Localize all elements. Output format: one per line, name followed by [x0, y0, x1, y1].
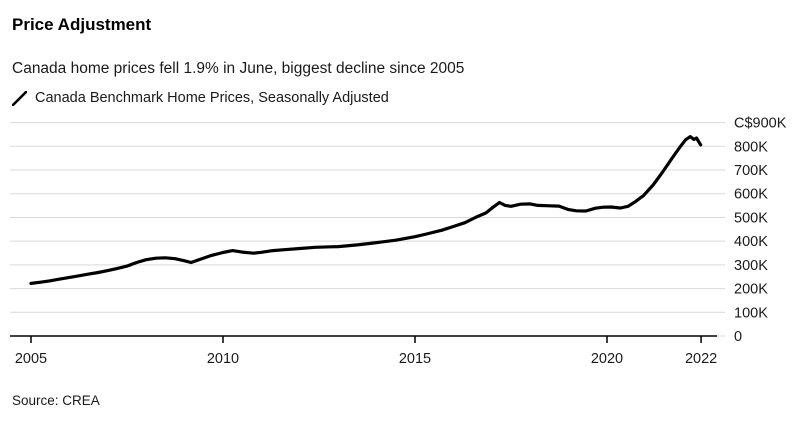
price-line-series: [29, 135, 703, 285]
y-axis-label: 100K: [734, 305, 768, 321]
x-axis-label: 2020: [591, 351, 623, 367]
x-axis-label: 2010: [207, 351, 239, 367]
y-axis-label: 500K: [734, 210, 768, 226]
page-title: Price Adjustment: [12, 15, 152, 34]
y-axis-label: 0: [734, 329, 742, 345]
diagonal-line-icon: [12, 90, 27, 106]
y-axis-label: 800K: [734, 139, 768, 155]
y-axis-label: 300K: [734, 258, 768, 274]
y-axis-label: 600K: [734, 187, 768, 203]
x-axis-label: 2005: [15, 351, 47, 367]
x-axis-label: 2015: [399, 351, 431, 367]
legend-series-label: Canada Benchmark Home Prices, Seasonally…: [35, 90, 389, 106]
y-axis-label: 200K: [734, 282, 768, 298]
chart-subtitle: Canada home prices fell 1.9% in June, bi…: [12, 60, 465, 77]
y-axis-label: 400K: [734, 234, 768, 250]
y-axis-label: 700K: [734, 163, 768, 179]
y-axis-label: C$900K: [734, 116, 787, 132]
source-text: Source: CREA: [12, 393, 100, 408]
x-axis-label: 2022: [685, 351, 717, 367]
chart-legend: Canada Benchmark Home Prices, Seasonally…: [12, 90, 389, 106]
